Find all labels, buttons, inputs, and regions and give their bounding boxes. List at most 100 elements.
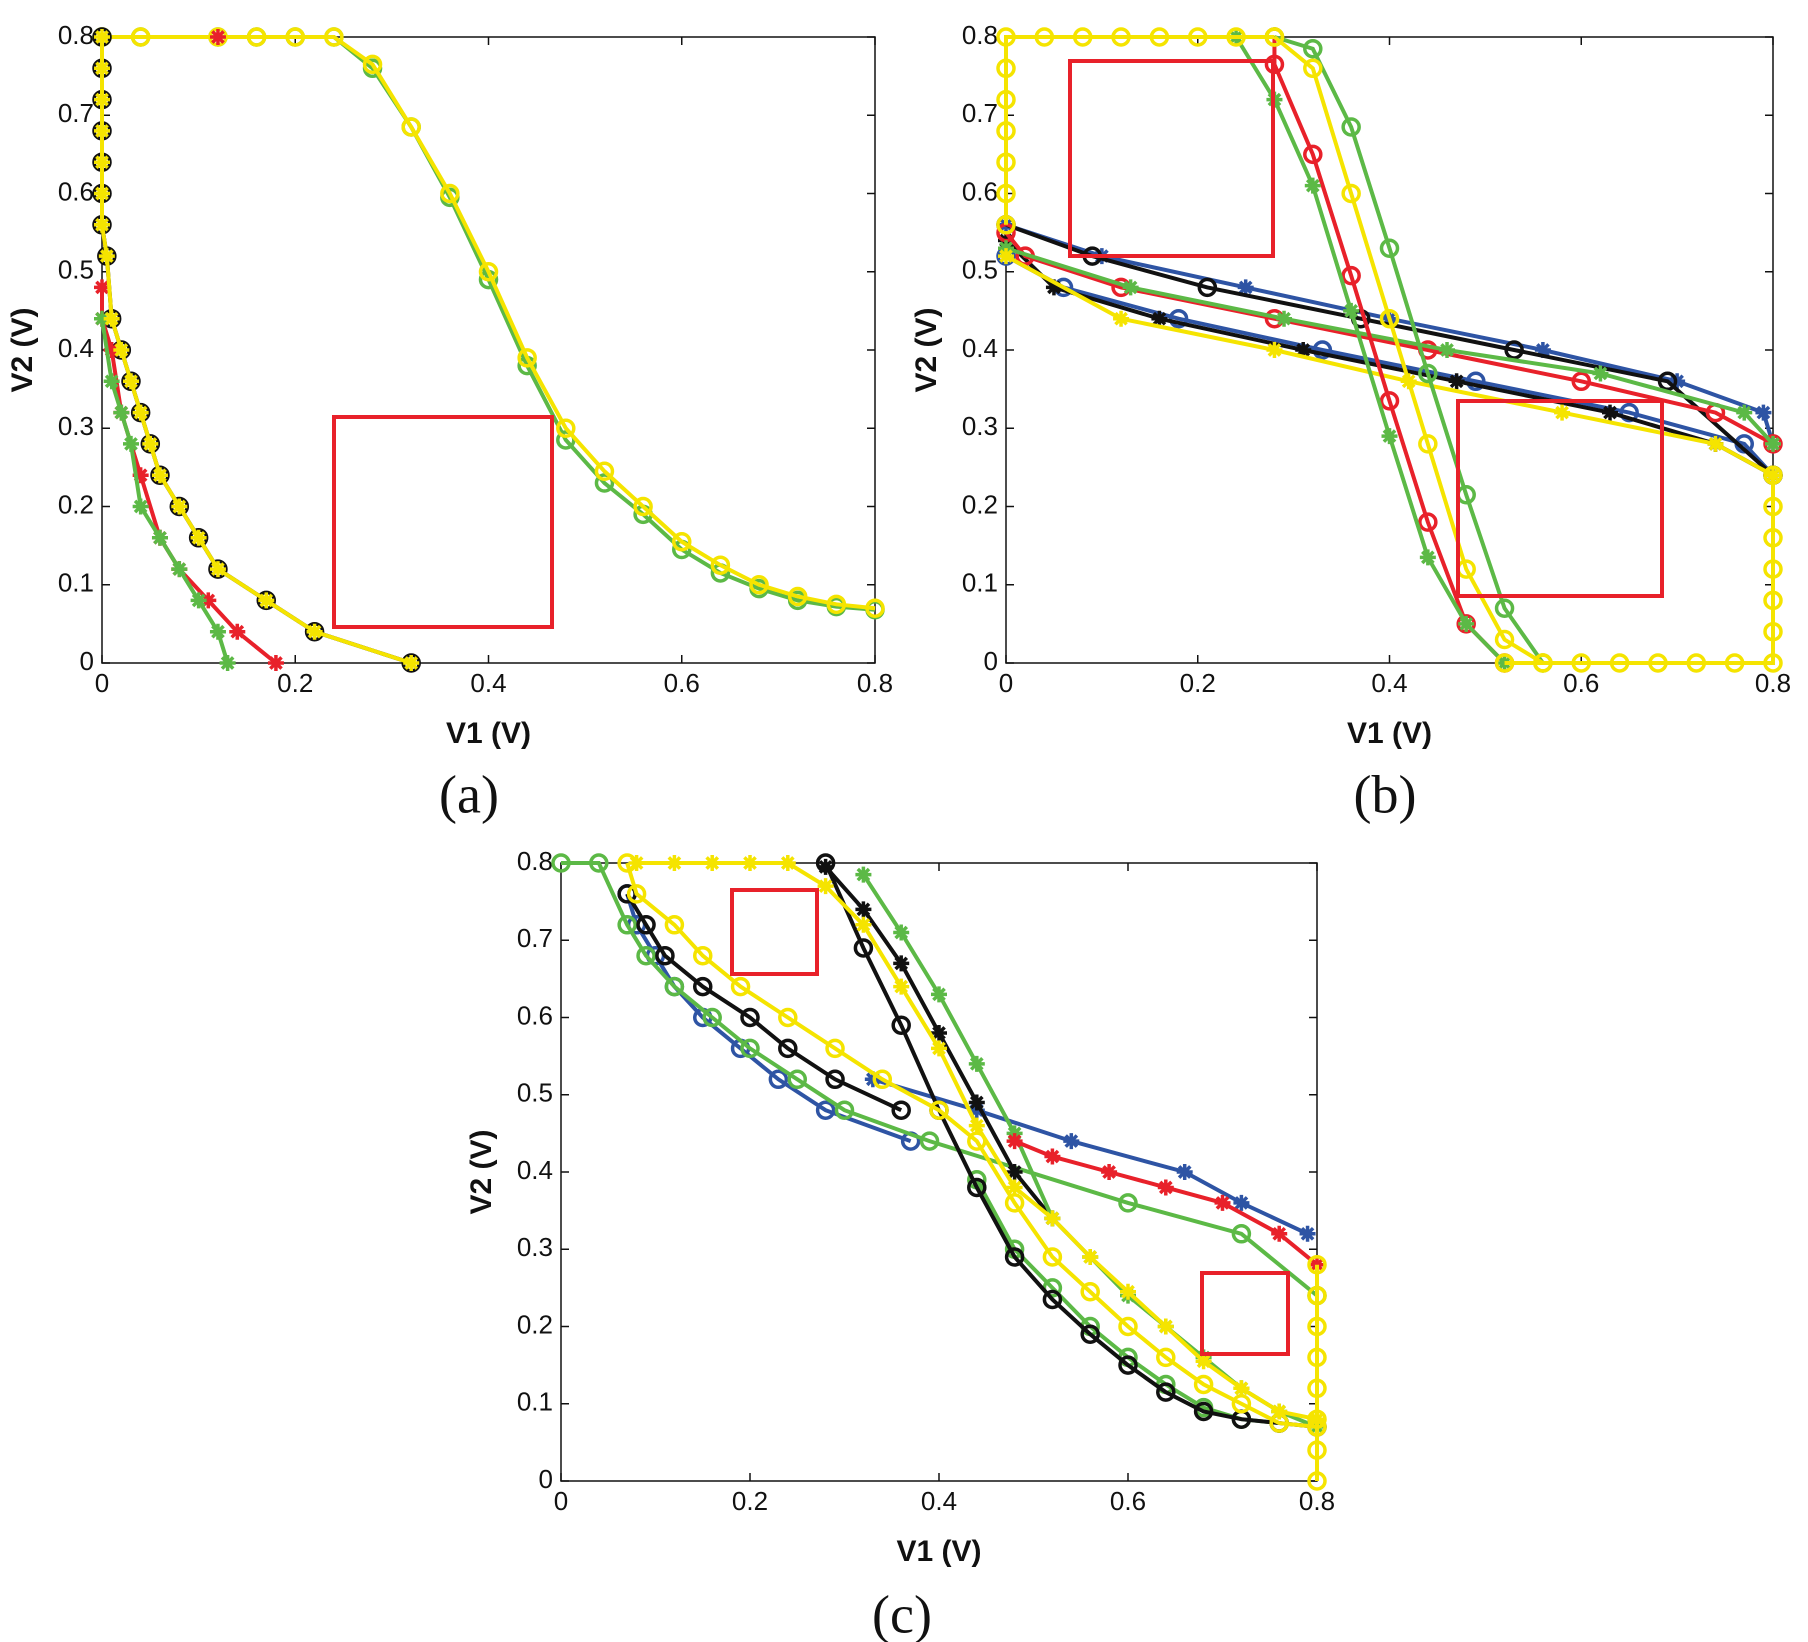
series-line bbox=[102, 35, 876, 611]
marker-circle bbox=[740, 1038, 760, 1059]
marker-circle bbox=[1307, 1378, 1327, 1399]
marker-circle bbox=[825, 1038, 845, 1059]
y-tick-label: 0.6 bbox=[962, 176, 998, 206]
marker-circle bbox=[996, 27, 1016, 47]
marker-star bbox=[1602, 404, 1619, 421]
caption: (b) bbox=[1354, 764, 1417, 824]
marker-star bbox=[132, 404, 149, 421]
y-tick-label: 0.4 bbox=[58, 333, 94, 363]
marker-circle bbox=[1303, 38, 1323, 59]
x-tick-label: 0 bbox=[999, 668, 1013, 698]
marker-star bbox=[1006, 1164, 1023, 1180]
marker-circle bbox=[1312, 340, 1333, 360]
marker-circle bbox=[1763, 465, 1783, 485]
marker-circle bbox=[740, 1007, 760, 1028]
marker-star bbox=[893, 978, 910, 995]
snm-boxes bbox=[332, 59, 1664, 1356]
marker-circle bbox=[865, 598, 885, 618]
marker-circle bbox=[401, 117, 421, 137]
marker-star bbox=[893, 955, 910, 972]
marker-circle bbox=[768, 1069, 789, 1090]
x-axis-label: V1 (V) bbox=[1347, 717, 1432, 750]
y-tick-label: 0.1 bbox=[517, 1387, 553, 1417]
caption: (c) bbox=[872, 1584, 932, 1642]
x-tick-label: 0.4 bbox=[921, 1486, 957, 1516]
marker-circle bbox=[517, 348, 537, 368]
marker-star bbox=[1276, 310, 1293, 327]
marker-circle bbox=[1724, 653, 1745, 673]
marker-circle bbox=[589, 853, 609, 873]
marker-circle bbox=[1494, 629, 1515, 650]
snm-square bbox=[332, 415, 554, 629]
marker-star bbox=[403, 655, 420, 671]
marker-circle bbox=[1080, 1324, 1100, 1344]
marker-circle bbox=[636, 915, 656, 935]
marker-star bbox=[94, 279, 110, 296]
marker-star bbox=[200, 592, 217, 609]
marker-circle bbox=[730, 976, 751, 997]
marker-circle bbox=[967, 1177, 987, 1198]
x-tick-label: 0.2 bbox=[1180, 668, 1216, 698]
x-axis-label: V1 (V) bbox=[896, 1535, 981, 1568]
x-tick-label: 0.4 bbox=[1371, 668, 1407, 698]
marker-circle bbox=[1379, 308, 1400, 329]
marker-circle bbox=[1686, 653, 1707, 673]
marker-circle bbox=[778, 1007, 798, 1028]
marker-circle bbox=[996, 152, 1016, 172]
y-tick-label: 0 bbox=[539, 1464, 553, 1494]
marker-circle bbox=[1571, 653, 1591, 673]
marker-star bbox=[1554, 404, 1571, 421]
marker-circle bbox=[1118, 1316, 1138, 1337]
x-tick-label: 0.2 bbox=[732, 1486, 768, 1516]
marker-circle bbox=[1494, 598, 1515, 618]
marker-circle bbox=[1341, 265, 1361, 286]
marker-circle bbox=[778, 1038, 798, 1059]
marker-circle bbox=[1418, 363, 1438, 384]
marker-star bbox=[103, 373, 120, 390]
marker-star bbox=[94, 310, 110, 327]
series-line bbox=[1273, 35, 1544, 665]
x-tick-label: 0.6 bbox=[664, 668, 700, 698]
marker-star bbox=[1534, 342, 1551, 358]
y-tick-label: 0.5 bbox=[962, 255, 998, 285]
marker-star bbox=[229, 623, 246, 640]
marker-circle bbox=[440, 183, 460, 204]
x-tick-label: 0.6 bbox=[1563, 668, 1599, 698]
marker-circle bbox=[664, 976, 685, 997]
marker-circle bbox=[1763, 590, 1783, 611]
marker-star bbox=[931, 986, 947, 1003]
marker-circle bbox=[1418, 512, 1438, 532]
marker-circle bbox=[996, 183, 1016, 204]
marker-circle bbox=[1763, 621, 1783, 642]
marker-circle bbox=[1034, 27, 1055, 47]
marker-star bbox=[968, 1117, 985, 1134]
marker-star bbox=[1063, 1133, 1080, 1150]
subplot: 0 0.2 0.4 0.6 0.8 0 0.1 0.2 0.3 0.4 0.5 0.6 0.7 0.8 V1… bbox=[6, 20, 893, 825]
marker-circle bbox=[1197, 277, 1218, 298]
marker-circle bbox=[749, 575, 769, 595]
x-tick-label: 0 bbox=[554, 1486, 568, 1516]
series-line bbox=[872, 1077, 1309, 1236]
marker-circle bbox=[1226, 27, 1246, 47]
marker-circle bbox=[787, 1069, 807, 1090]
marker-star bbox=[209, 29, 226, 45]
y-tick-label: 0.6 bbox=[58, 176, 94, 206]
marker-circle bbox=[919, 1131, 940, 1151]
marker-circle bbox=[702, 1007, 722, 1028]
marker-circle bbox=[1168, 308, 1189, 329]
marker-star bbox=[122, 373, 139, 390]
marker-star bbox=[1006, 1179, 1023, 1196]
marker-star bbox=[258, 592, 275, 609]
marker-star bbox=[171, 498, 188, 515]
y-tick-label: 0.2 bbox=[517, 1309, 553, 1339]
marker-star bbox=[1343, 302, 1360, 319]
marker-circle bbox=[130, 27, 151, 47]
marker-star bbox=[94, 60, 110, 77]
y-tick-label: 0.7 bbox=[962, 98, 998, 128]
marker-circle bbox=[1307, 1254, 1327, 1275]
marker-circle bbox=[556, 418, 576, 438]
x-axis-label: V1 (V) bbox=[446, 717, 531, 750]
marker-circle bbox=[362, 54, 383, 75]
y-tick-label: 0.3 bbox=[962, 411, 998, 441]
marker-star bbox=[893, 924, 910, 941]
